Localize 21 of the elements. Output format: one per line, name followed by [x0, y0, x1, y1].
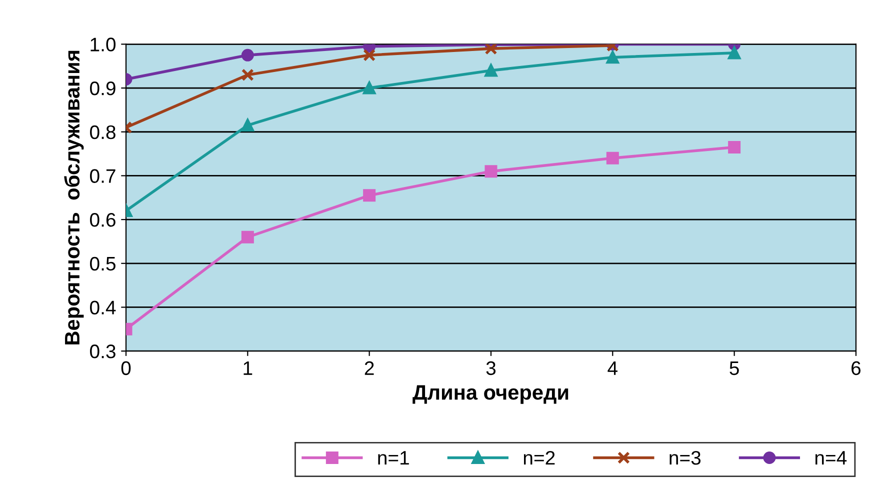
y-tick-label: 0.3: [90, 344, 116, 358]
x-tick-label: 1: [244, 362, 252, 375]
legend-label: n=2: [524, 450, 555, 465]
y-tick-label: 0.7: [90, 169, 116, 183]
legend-label: n=4: [815, 451, 847, 465]
x-tick-label: 0: [121, 361, 131, 376]
y-tick-label: 1.0: [90, 38, 116, 52]
y-tick-label: 0.8: [90, 125, 116, 140]
y-tick-label: 0.5: [90, 256, 116, 271]
x-tick-label: 4: [608, 362, 618, 375]
x-tick-label: 3: [486, 361, 496, 376]
x-axis-title: Длина очереди: [412, 385, 568, 404]
x-tick-label: 2: [364, 361, 374, 375]
y-tick-label: 0.4: [90, 300, 116, 314]
y-axis-title: Вероятность обслуживания: [64, 50, 84, 344]
legend-label: n=3: [670, 450, 701, 465]
x-tick-label: 5: [730, 362, 739, 376]
y-tick-label: 0.6: [90, 213, 116, 227]
y-tick-label: 0.9: [90, 81, 116, 96]
x-tick-label: 6: [852, 361, 861, 376]
legend-label: n=1: [378, 451, 409, 465]
